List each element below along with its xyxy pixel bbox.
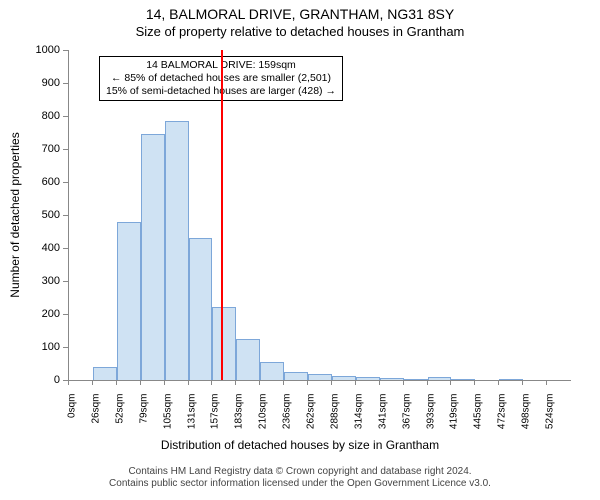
histogram-bar [189, 238, 213, 380]
x-tick-mark [522, 380, 523, 385]
x-tick-mark [92, 380, 93, 385]
y-tick-label: 400 [0, 242, 60, 254]
x-tick-mark [355, 380, 356, 385]
histogram-bar [404, 379, 428, 380]
x-tick-label: 0sqm [67, 394, 78, 454]
x-tick-mark [546, 380, 547, 385]
x-tick-mark [116, 380, 117, 385]
x-tick-label: 498sqm [521, 394, 532, 454]
x-tick-mark [307, 380, 308, 385]
x-tick-label: 236sqm [282, 394, 293, 454]
y-tick-mark [63, 281, 68, 282]
y-tick-label: 700 [0, 143, 60, 155]
histogram-bar [380, 378, 404, 380]
y-tick-mark [63, 149, 68, 150]
y-tick-mark [63, 50, 68, 51]
x-tick-label: 26sqm [90, 394, 101, 454]
histogram-bar [308, 374, 332, 380]
histogram-bar [332, 376, 356, 380]
x-tick-label: 419sqm [449, 394, 460, 454]
y-tick-label: 900 [0, 77, 60, 89]
x-tick-mark [283, 380, 284, 385]
y-tick-mark [63, 347, 68, 348]
y-tick-label: 500 [0, 209, 60, 221]
histogram-bar [165, 121, 189, 380]
x-tick-mark [403, 380, 404, 385]
footer-line-1: Contains HM Land Registry data © Crown c… [0, 466, 600, 478]
x-tick-label: 210sqm [258, 394, 269, 454]
histogram-bar [499, 379, 523, 380]
x-tick-mark [498, 380, 499, 385]
x-tick-label: 157sqm [210, 394, 221, 454]
y-tick-mark [63, 83, 68, 84]
x-tick-mark [450, 380, 451, 385]
y-tick-mark [63, 182, 68, 183]
y-tick-mark [63, 215, 68, 216]
x-tick-label: 472sqm [497, 394, 508, 454]
x-tick-label: 524sqm [545, 394, 556, 454]
y-tick-label: 300 [0, 275, 60, 287]
y-tick-mark [63, 314, 68, 315]
footer-line-2: Contains public sector information licen… [0, 478, 600, 490]
y-tick-label: 100 [0, 341, 60, 353]
y-tick-label: 200 [0, 308, 60, 320]
x-tick-label: 288sqm [329, 394, 340, 454]
x-tick-mark [140, 380, 141, 385]
y-tick-label: 600 [0, 176, 60, 188]
y-tick-mark [63, 248, 68, 249]
x-tick-mark [68, 380, 69, 385]
page-subtitle: Size of property relative to detached ho… [0, 24, 600, 39]
x-tick-mark [188, 380, 189, 385]
y-tick-mark [63, 116, 68, 117]
histogram-bar [236, 339, 260, 380]
y-tick-label: 1000 [0, 44, 60, 56]
x-tick-label: 105sqm [162, 394, 173, 454]
x-tick-label: 262sqm [306, 394, 317, 454]
x-tick-mark [259, 380, 260, 385]
x-tick-mark [164, 380, 165, 385]
x-tick-mark [379, 380, 380, 385]
page-root: 14, BALMORAL DRIVE, GRANTHAM, NG31 8SY S… [0, 0, 600, 500]
x-tick-label: 341sqm [377, 394, 388, 454]
x-tick-mark [235, 380, 236, 385]
x-tick-label: 79sqm [138, 394, 149, 454]
histogram-bar [284, 372, 308, 380]
x-tick-label: 393sqm [425, 394, 436, 454]
histogram-bar [356, 377, 380, 380]
x-tick-mark [211, 380, 212, 385]
y-tick-label: 800 [0, 110, 60, 122]
x-tick-label: 445sqm [473, 394, 484, 454]
x-tick-label: 367sqm [401, 394, 412, 454]
page-title: 14, BALMORAL DRIVE, GRANTHAM, NG31 8SY [0, 6, 600, 22]
histogram-bar [451, 379, 475, 380]
x-tick-label: 52sqm [114, 394, 125, 454]
footer: Contains HM Land Registry data © Crown c… [0, 466, 600, 490]
histogram-bar [428, 377, 452, 380]
x-tick-mark [474, 380, 475, 385]
histogram-bar [141, 134, 165, 380]
x-tick-label: 183sqm [234, 394, 245, 454]
x-tick-mark [331, 380, 332, 385]
histogram-bar [93, 367, 117, 380]
histogram-bar [212, 307, 236, 380]
reference-line [221, 50, 223, 380]
x-tick-mark [427, 380, 428, 385]
x-tick-label: 314sqm [353, 394, 364, 454]
y-tick-label: 0 [0, 374, 60, 386]
histogram-bar [260, 362, 284, 380]
x-tick-label: 131sqm [186, 394, 197, 454]
histogram-bar [117, 222, 141, 380]
histogram-plot: 14 BALMORAL DRIVE: 159sqm ← 85% of detac… [68, 50, 571, 381]
